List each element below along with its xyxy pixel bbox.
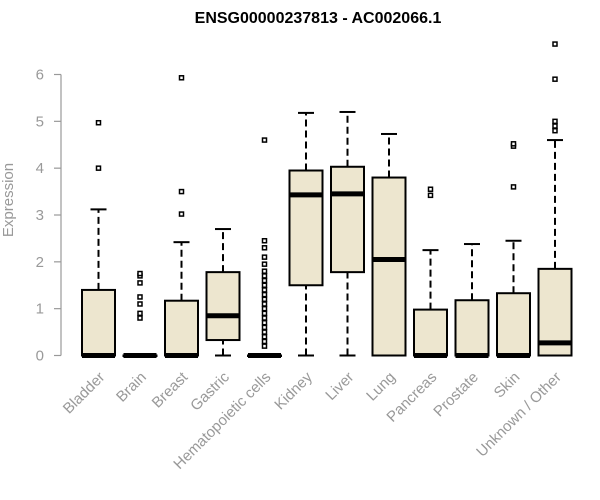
box-iqr (454, 299, 490, 357)
outlier-point (261, 273, 268, 279)
outlier-point (510, 141, 517, 147)
outlier-point (137, 301, 143, 307)
outlier-point (261, 334, 268, 340)
outlier-point (178, 188, 185, 195)
outlier-point (427, 192, 434, 199)
chart-title: ENSG00000237813 - AC002066.1 (195, 10, 442, 27)
outlier-point (261, 261, 268, 267)
y-axis: 0 1 2 3 4 5 6 (36, 67, 62, 365)
outlier-point (261, 305, 268, 312)
outlier-point (95, 119, 102, 126)
outlier-point (261, 291, 268, 298)
outlier-point (95, 165, 102, 171)
box-iqr (496, 292, 531, 357)
y-tick-label: 4 (36, 160, 44, 177)
outlier-point (137, 315, 143, 321)
outlier-point (261, 268, 268, 274)
y-tick-label: 2 (36, 254, 44, 271)
outlier-point (261, 137, 268, 143)
y-tick-label: 6 (36, 67, 44, 84)
outlier-point (137, 280, 143, 286)
x-tick-label: Bladder (60, 369, 109, 418)
x-tick-label: Brain (113, 369, 150, 406)
box-liver (330, 110, 365, 357)
outlier-point (261, 315, 268, 321)
box-bladder (81, 119, 116, 358)
box-iqr (413, 308, 448, 357)
box-kidney (288, 111, 324, 357)
outlier-point (261, 319, 268, 326)
boxes-group (81, 41, 573, 358)
outlier-point (552, 76, 558, 82)
y-tick-label: 1 (36, 301, 44, 318)
outlier-point (137, 294, 143, 300)
outlier-point (261, 324, 268, 331)
y-tick-label: 5 (36, 113, 44, 130)
box-unknown-other (537, 41, 573, 357)
outlier-point (178, 211, 185, 217)
box-iqr (164, 299, 199, 357)
box-breast (164, 75, 199, 358)
outlier-point (261, 338, 268, 345)
box-iqr (288, 169, 324, 287)
box-iqr (81, 288, 116, 357)
outlier-point (261, 282, 268, 288)
box-pancreas (413, 186, 448, 358)
box-iqr (205, 271, 241, 342)
outlier-point (552, 41, 558, 47)
box-prostate (454, 243, 490, 358)
outlier-point (261, 343, 268, 349)
outlier-point (261, 254, 268, 260)
outlier-point (552, 118, 558, 125)
outlier-point (261, 277, 268, 284)
outlier-point (137, 310, 143, 317)
x-tick-label: Kidney (271, 368, 316, 413)
outlier-point (261, 296, 268, 303)
y-axis-label: Expression (0, 163, 17, 237)
x-tick-label: Skin (491, 369, 524, 402)
outlier-point (178, 75, 185, 81)
box-hematopoietic-cells (247, 137, 282, 358)
box-lung (371, 132, 407, 357)
outlier-point (261, 310, 268, 317)
outlier-point (261, 301, 268, 307)
outlier-point (261, 245, 268, 251)
box-iqr (371, 176, 407, 357)
box-gastric (205, 228, 241, 357)
outlier-point (261, 238, 268, 244)
outlier-point (427, 186, 434, 192)
outlier-point (510, 184, 517, 190)
y-tick-label: 0 (36, 348, 44, 365)
box-iqr (330, 165, 365, 274)
outlier-point (552, 123, 558, 129)
x-tick-label: Prostate (430, 369, 482, 421)
box-brain (122, 270, 158, 358)
box-skin (496, 141, 531, 358)
y-tick-label: 3 (36, 207, 44, 224)
outlier-point (137, 270, 143, 277)
x-tick-label: Lung (363, 369, 399, 405)
outlier-point (261, 287, 268, 293)
outlier-point (552, 127, 558, 134)
outlier-point (261, 329, 268, 335)
x-tick-label: Breast (149, 368, 192, 411)
x-tick-label: Liver (322, 369, 357, 404)
